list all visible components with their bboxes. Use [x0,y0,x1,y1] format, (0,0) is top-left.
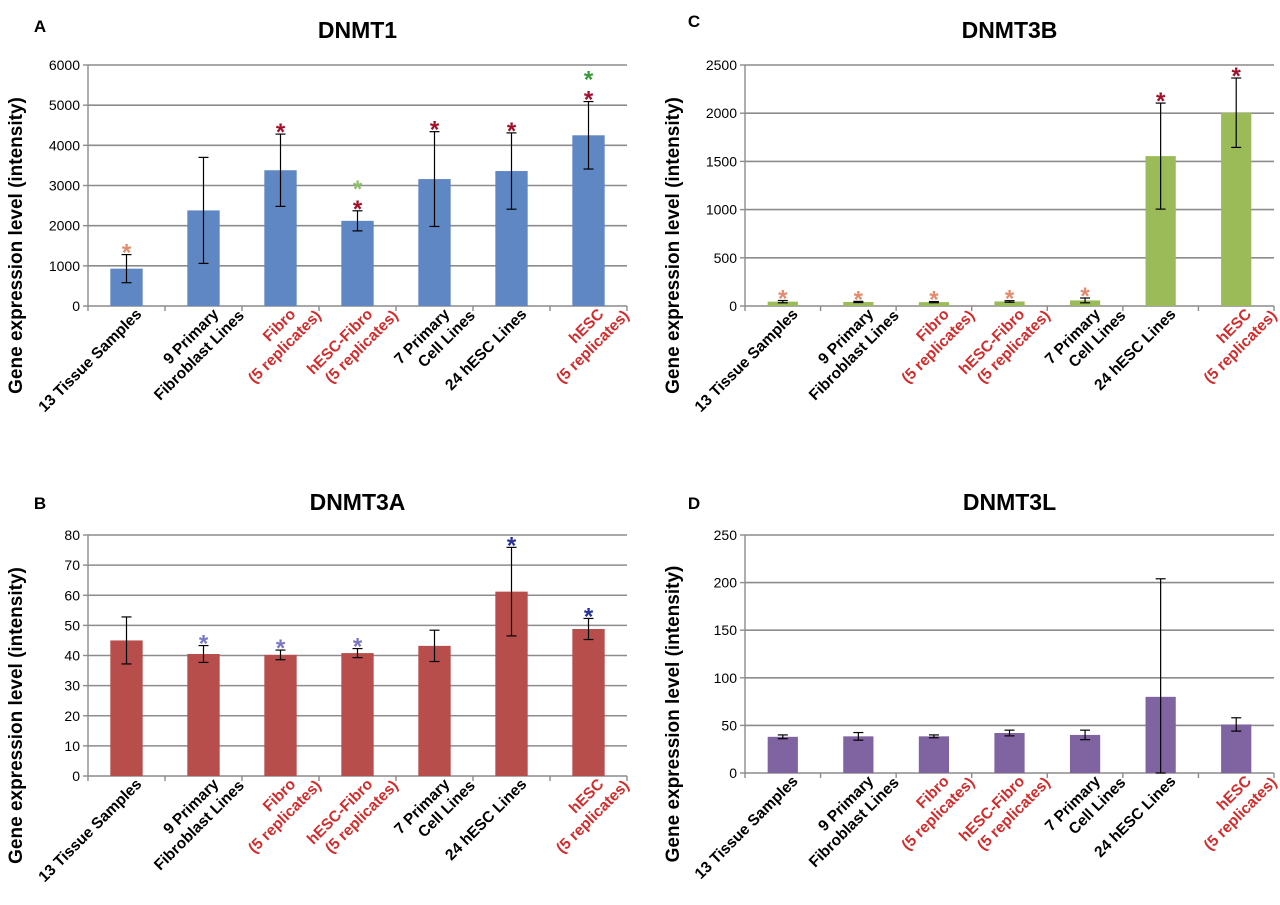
bar [994,301,1025,306]
y-tick-label: 2000 [49,218,80,234]
panel-letter: D [688,494,700,513]
bar [264,654,297,776]
y-tick-label: 80 [64,527,80,543]
significance-star: * [199,631,209,658]
category-label: 13 Tissue Samples [692,773,802,883]
bar [341,653,374,776]
significance-star: * [929,287,939,314]
bar [187,653,220,776]
chart-title: DNMT3B [962,17,1058,43]
bar [341,220,374,306]
y-tick-label: 0 [72,768,80,784]
category-label: hESC(5 replicates) [1187,761,1280,854]
y-tick-label: 50 [64,617,80,633]
category-label-line1: 13 Tissue Samples [692,306,802,416]
y-tick-label: 0 [72,298,80,314]
category-label: 9 PrimaryFibroblast Lines [793,761,903,871]
y-tick-label: 10 [64,738,80,754]
y-tick-label: 150 [714,622,738,638]
category-label: 13 Tissue Samples [692,306,802,416]
bar [918,302,950,306]
significance-star: * [854,286,864,313]
bar [418,645,451,776]
y-axis-label: Gene expression level (intensity) [6,567,27,864]
y-axis-label: Gene expression level (intensity) [6,97,27,394]
y-axis-label: Gene expression level (intensity) [663,566,684,863]
category-label-line1: 13 Tissue Samples [692,773,802,883]
y-tick-label: 250 [714,527,738,543]
y-tick-label: 20 [64,708,80,724]
y-tick-label: 40 [64,648,80,664]
y-tick-label: 60 [64,587,80,603]
significance-star: * [507,532,517,559]
bar [843,301,874,306]
y-tick-label: 200 [714,575,738,591]
significance-star: * [353,634,363,661]
chart-title: DNMT3A [310,489,406,515]
category-label: hESC-Fibro(5 replicates) [956,761,1054,859]
category-label: 9 PrimaryFibroblast Lines [138,764,248,874]
y-tick-label: 5000 [49,97,80,113]
bar [767,736,798,773]
significance-star: * [1080,283,1090,310]
category-label: hESC(5 replicates) [1187,294,1280,387]
bar [918,736,950,773]
category-label: 13 Tissue Samples [35,776,145,886]
significance-star: * [353,196,363,223]
significance-star: * [353,176,363,203]
category-label-line1: 13 Tissue Samples [35,776,145,886]
chart-title: DNMT1 [318,17,397,43]
category-label: hESC(5 replicates) [540,294,633,387]
significance-star: * [507,118,517,145]
y-tick-label: 1500 [706,153,737,169]
y-tick-label: 2000 [706,105,737,121]
y-tick-label: 70 [64,557,80,573]
bar [767,301,798,306]
y-axis-label: Gene expression level (intensity) [663,97,684,394]
y-tick-label: 50 [721,717,737,733]
panel-dnmt3a: B DNMT3A Gene expression level (intensity)… [6,489,633,886]
category-label: 9 PrimaryFibroblast Lines [793,294,903,404]
category-label-line1: 13 Tissue Samples [35,306,145,416]
significance-star: * [430,117,440,144]
chart-title: DNMT3L [963,489,1056,515]
significance-star: * [276,635,286,662]
bar [1069,734,1101,773]
y-tick-label: 6000 [49,57,80,73]
y-tick-label: 30 [64,678,80,694]
bar [843,736,874,773]
y-tick-label: 2500 [706,57,737,73]
y-tick-label: 3000 [49,178,80,194]
y-tick-label: 500 [714,250,738,266]
panel-dnmt3b: C DNMT3B Gene expression level (intensity)… [663,12,1280,416]
y-tick-label: 1000 [49,258,80,274]
bar [572,628,605,776]
panel-letter: C [688,12,700,31]
significance-star: * [1156,88,1166,115]
panel-letter: A [34,17,46,36]
significance-star: * [1232,63,1242,90]
bar [1221,724,1252,773]
panel-dnmt3l: D DNMT3L Gene expression level (intensity)… [663,489,1280,883]
category-label: hESC(5 replicates) [540,764,633,857]
bar [994,733,1025,773]
significance-star: * [1005,286,1015,313]
category-label: 9 PrimaryFibroblast Lines [138,294,248,404]
y-tick-label: 1000 [706,202,737,218]
panel-letter: B [34,494,46,513]
category-label: 13 Tissue Samples [35,306,145,416]
y-tick-label: 0 [729,298,737,314]
significance-star: * [276,119,286,146]
y-tick-label: 4000 [49,137,80,153]
significance-star: * [584,603,594,630]
y-tick-label: 100 [714,670,738,686]
significance-star: * [584,67,594,94]
panel-dnmt1: A DNMT1 Gene expression level (intensity) 0… [6,17,633,416]
significance-star: * [778,286,788,313]
significance-star: * [584,87,594,114]
y-tick-label: 0 [729,765,737,781]
significance-star: * [122,240,132,267]
